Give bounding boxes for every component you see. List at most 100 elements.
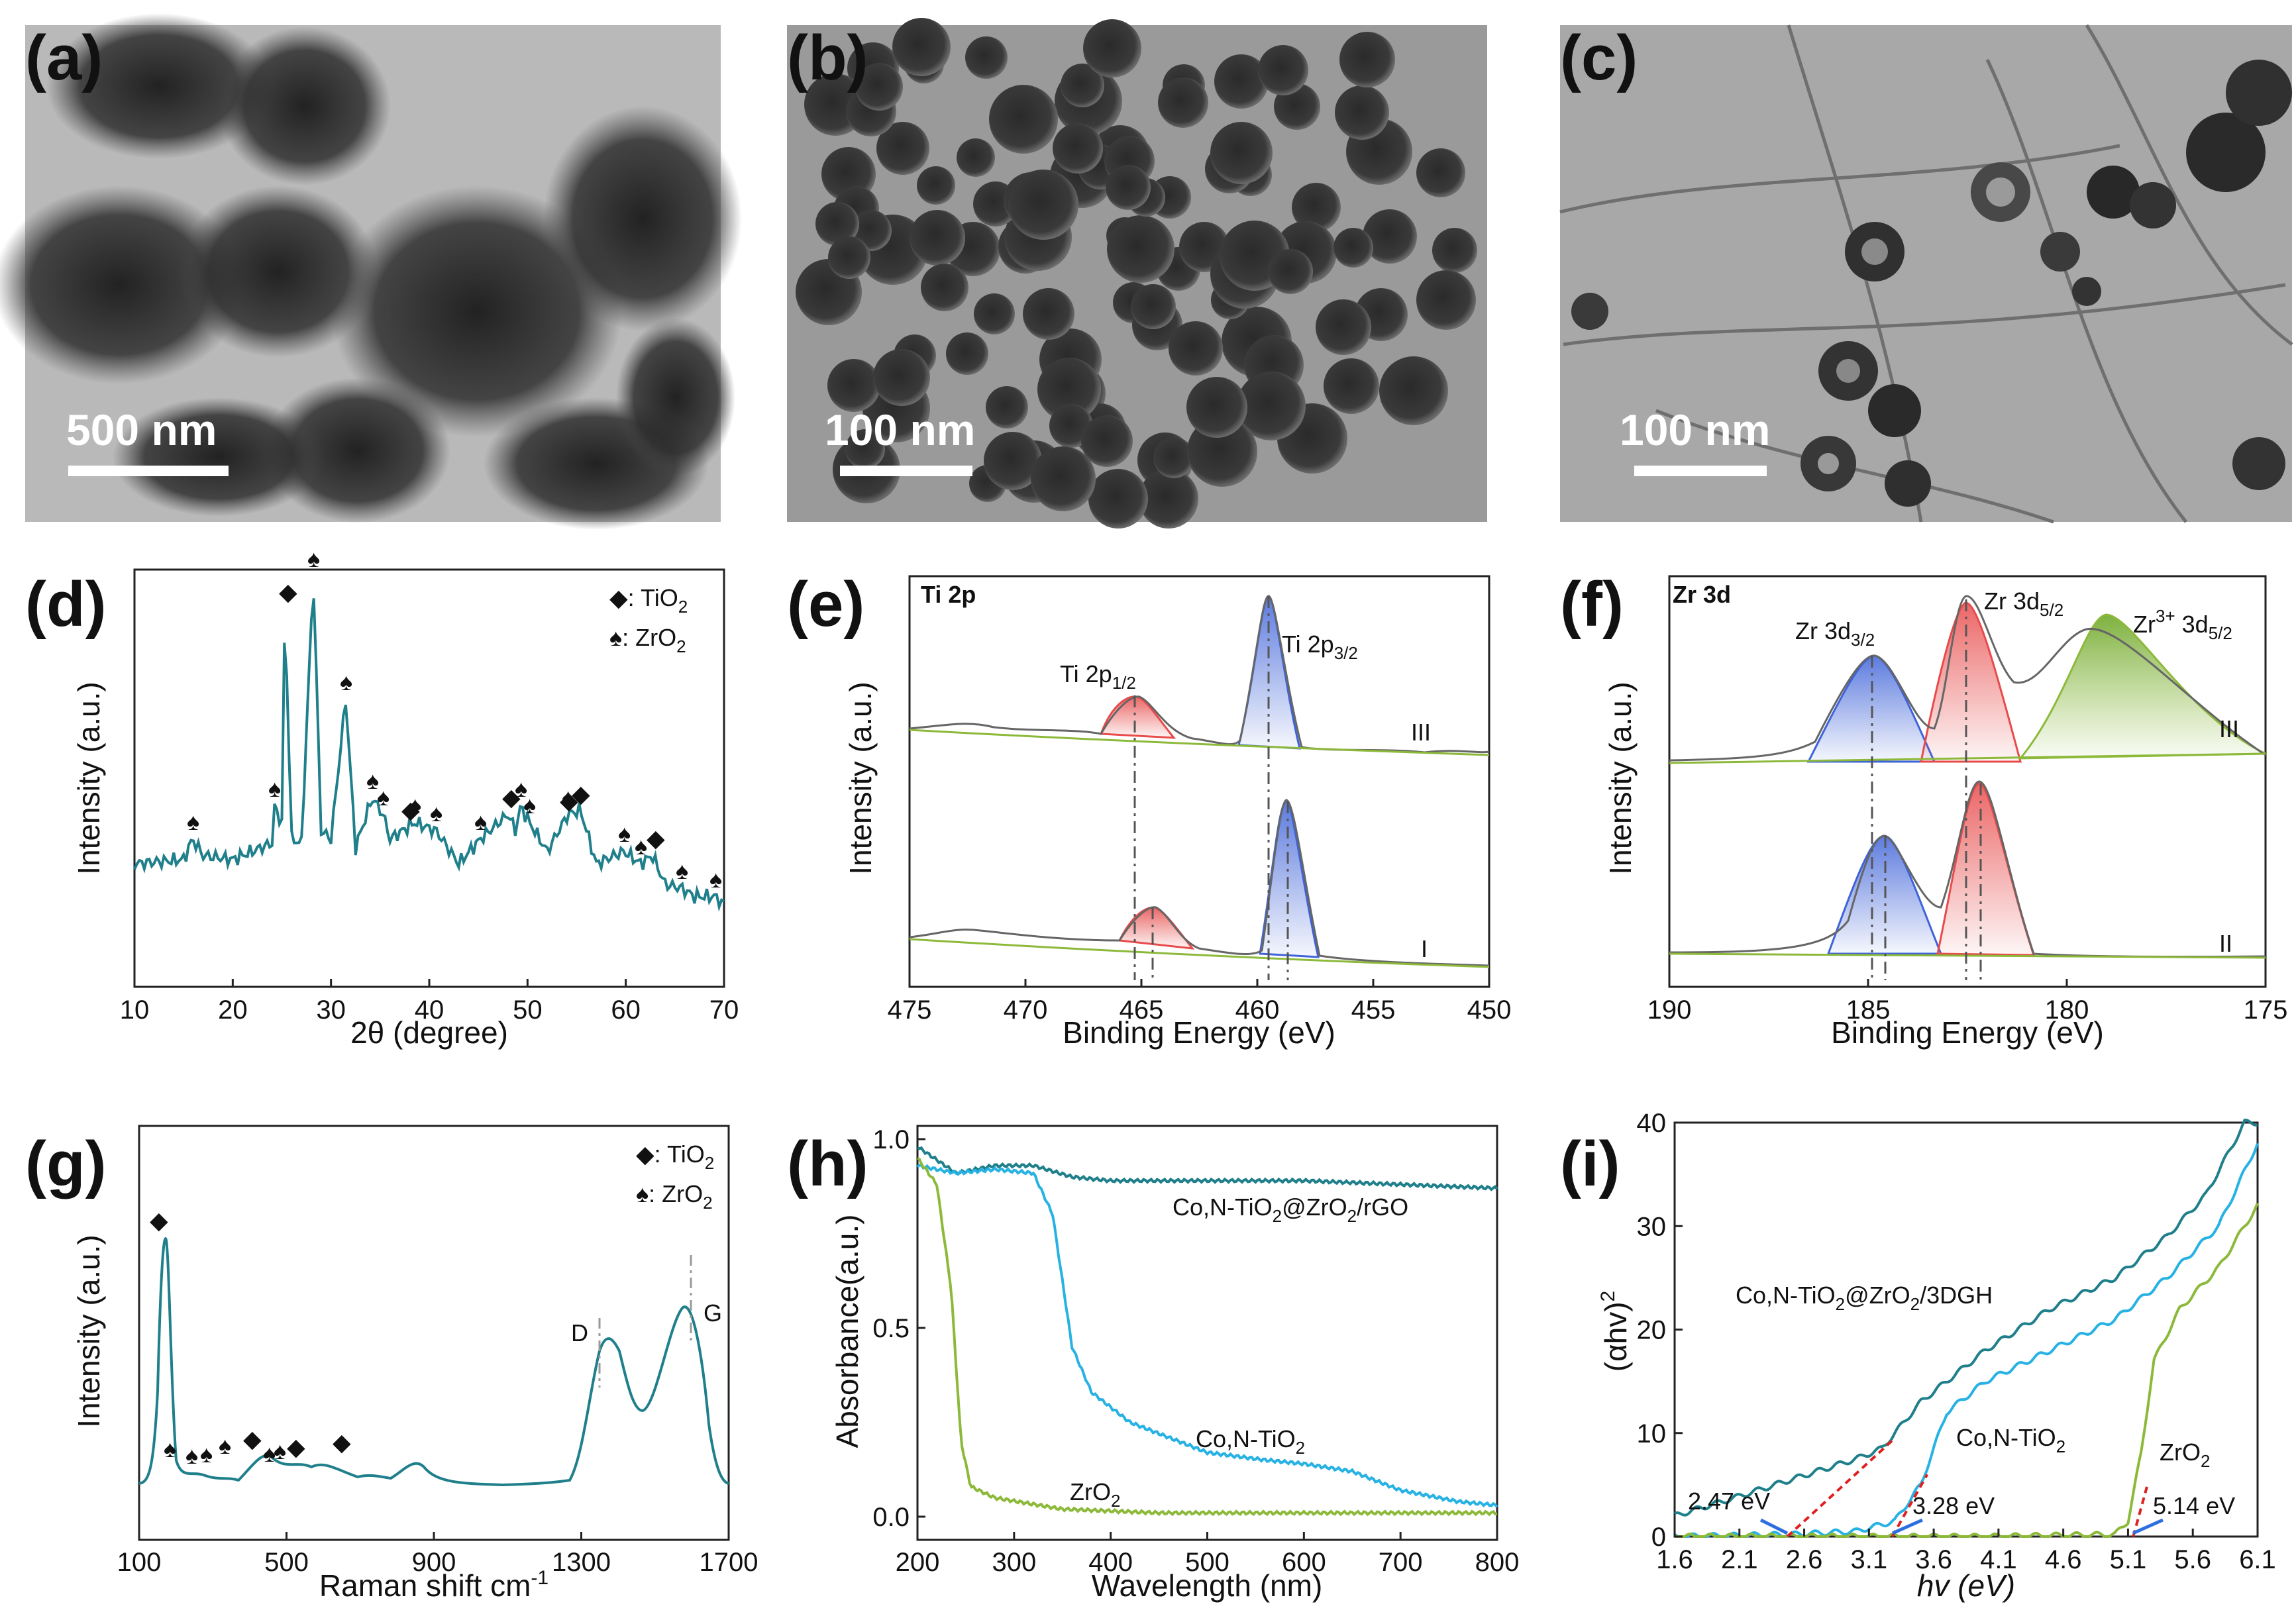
chart-i-ticks: 1.6 2.1 2.6 3.1 3.6 4.1 4.6 5.1 5.6 6.1 0 10 20 30 40 — [1637, 1109, 2276, 1574]
tem-b-particle — [1037, 358, 1101, 421]
chart-e-curve-I: I — [909, 799, 1490, 968]
chart-g-tick-label: 500 — [264, 1548, 309, 1577]
chart-e-III-raw — [909, 595, 1490, 754]
chart-h-label-zro2: ZrO2 — [1070, 1478, 1120, 1511]
panel-label-e: (e) — [787, 569, 864, 640]
chart-d-legend-zro2: ♠: ZrO2 — [609, 624, 686, 656]
chart-h-label-composite: Co,N-TiO2@ZrO2/rGO — [1173, 1193, 1408, 1226]
chart-i-xtick-label: 4.6 — [2045, 1545, 2082, 1574]
chart-h-xtick-label: 300 — [992, 1548, 1036, 1577]
tem-image-a-particles — [0, 13, 742, 530]
tem-b-particle — [855, 63, 903, 111]
tem-b-particle — [1379, 356, 1448, 425]
chart-d-xlabel: 2θ (degree) — [350, 1015, 508, 1050]
chart-h-xtick-label: 400 — [1088, 1548, 1133, 1577]
tem-b-particle — [827, 359, 880, 412]
chart-f-annot-p32: Zr 3d3/2 — [1795, 617, 1875, 650]
tem-panel-a: 500 nm (a) — [0, 13, 742, 530]
chart-g-marker-zro2: ♠ — [185, 1442, 198, 1469]
chart-e-tick-label: 465 — [1120, 995, 1164, 1025]
chart-d-tick-label: 40 — [415, 995, 444, 1025]
panel-label-a: (a) — [25, 23, 103, 93]
chart-e-annot-p12: Ti 2p1/2 — [1060, 660, 1136, 693]
chart-g-legend-tio2: ◆: TiO2 — [636, 1140, 714, 1173]
chart-g-marker-tio2: ◆ — [287, 1433, 305, 1460]
chart-d-marker-zro2: ♠ — [562, 784, 574, 811]
chart-d-tick-label: 10 — [120, 995, 150, 1025]
tem-b-particle — [1237, 372, 1306, 440]
chart-e-tick-label: 450 — [1467, 995, 1512, 1025]
panel-label-h: (h) — [787, 1129, 868, 1199]
chart-i-xtick-label: 2.6 — [1786, 1545, 1823, 1574]
tem-b-particle — [1139, 469, 1198, 529]
chart-e-I-p12-peak — [1118, 906, 1195, 950]
chart-f-II-baseline — [1669, 952, 2266, 959]
chart-h-xtick-label: 800 — [1475, 1548, 1520, 1577]
chart-i-ytick-label: 20 — [1637, 1316, 1667, 1345]
tem-b-particle — [828, 236, 870, 279]
chart-i-series-zro2 — [1675, 1202, 2259, 1538]
chart-i-fit-conTiO2 — [1891, 1474, 1929, 1537]
chart-i-xtick-label: 5.1 — [2110, 1545, 2147, 1574]
chart-f-ylabel: Intensity (a.u.) — [1603, 682, 1638, 874]
tem-b-particle — [845, 429, 885, 469]
chart-g-legend-zro2: ♠: ZrO2 — [636, 1180, 713, 1213]
chart-i-gap-arrow — [1759, 1518, 1789, 1535]
chart-f-label-II: II — [2219, 930, 2232, 957]
chart-h-xtick-label: 600 — [1282, 1548, 1326, 1577]
tem-b-particle — [989, 85, 1058, 154]
chart-d-marker-zro2: ♠ — [340, 668, 352, 695]
chart-f-III-baseline — [1669, 752, 2266, 764]
tem-image-b-particles — [796, 18, 1477, 529]
chart-e-III-baseline — [909, 729, 1490, 756]
chart-g-marker-tio2: ◆ — [243, 1425, 262, 1452]
tem-b-particle — [946, 332, 988, 375]
tem-b-particle — [1023, 288, 1074, 340]
chart-d-x-ticks: 10 20 30 40 50 60 70 — [120, 979, 739, 1025]
chart-e-tick-label: 475 — [888, 995, 932, 1025]
chart-i-ylabel: (αhv)2 — [1597, 1291, 1633, 1372]
chart-d-legend: ◆: TiO2 ♠: ZrO2 — [609, 584, 688, 656]
tem-b-particle — [1292, 183, 1341, 232]
panel-label-f: (f) — [1560, 569, 1624, 640]
chart-i-ytick-label: 30 — [1637, 1212, 1667, 1241]
chart-d-marker-zro2: ♠ — [268, 775, 281, 802]
chart-d-marker-tio2: ◆ — [401, 796, 420, 823]
chart-i-xtick-label: 1.6 — [1656, 1545, 1693, 1574]
chart-d-marker-zro2: ♠ — [409, 791, 421, 819]
chart-h-xtick-label: 500 — [1185, 1548, 1229, 1577]
chart-f-III-zr3-peak — [2018, 613, 2266, 760]
tem-b-particle — [984, 432, 1042, 490]
chart-i-xtick-label: 3.1 — [1851, 1545, 1888, 1574]
chart-h-xlabel: Wavelength (nm) — [1092, 1568, 1323, 1603]
tem-b-particle — [921, 264, 968, 311]
tem-b-particle — [1258, 45, 1308, 95]
chart-g-band-guides — [598, 1255, 692, 1388]
chart-f-III-p52-peak — [1920, 601, 2022, 763]
tem-b-particle — [1031, 446, 1096, 511]
chart-f-curve-II: II — [1669, 780, 2266, 959]
tem-a-scale-bar — [68, 466, 229, 476]
chart-g-marker-tio2: ◆ — [150, 1207, 168, 1234]
chart-h-ytick-label: 0.0 — [872, 1503, 910, 1532]
chart-d-tick-label: 30 — [316, 995, 346, 1025]
chart-e: (e) Ti 2p III I Ti 2p1/2 Ti 2p3/2 475 470… — [787, 569, 1511, 1050]
tem-b-particle — [1088, 469, 1148, 529]
chart-f-annot-zr3: Zr3+ 3d5/2 — [2133, 606, 2232, 643]
chart-i-label-zro2: ZrO2 — [2160, 1439, 2210, 1471]
tem-b-particle — [1416, 148, 1465, 197]
chart-g-band-G: G — [704, 1299, 722, 1327]
chart-i-gap-arrow — [2132, 1518, 2164, 1535]
chart-f-III-raw — [1669, 595, 2266, 762]
chart-g: (g) D G ◆◆ ◆ ◆♠ ♠ ♠ ♠ ♠♠ 100 500 900 1300 1700 Ram… — [25, 1125, 758, 1603]
chart-d-marker-zro2: ♠ — [366, 767, 379, 794]
chart-e-tick-label: 470 — [1004, 995, 1048, 1025]
chart-f-x-ticks: 190 185 180 175 — [1647, 979, 2287, 1025]
panel-label-g: (g) — [25, 1129, 107, 1199]
tem-image-c-particles — [1571, 60, 2292, 507]
chart-e-I-raw — [909, 799, 1490, 967]
chart-g-tick-label: 1700 — [700, 1548, 758, 1577]
chart-f-guides — [1871, 599, 1982, 980]
chart-g-tick-label: 900 — [412, 1548, 456, 1577]
